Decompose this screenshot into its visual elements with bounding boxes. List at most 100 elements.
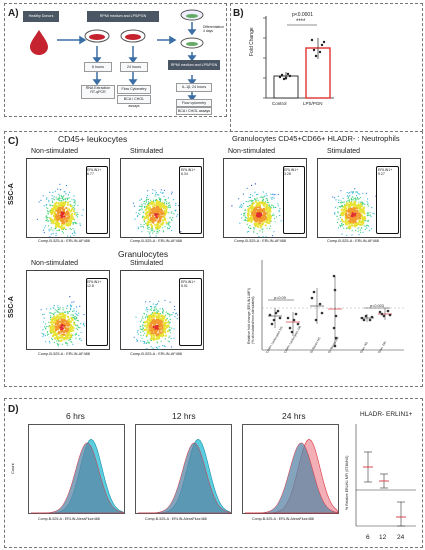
hist-xaxis-6h: Comp-B-525-A : ERLIN-AlexaFluor488: [38, 517, 100, 521]
granulocytes-title: Granulocytes: [118, 249, 169, 259]
6h-box: 6 hours: [84, 62, 112, 72]
gate-5: [86, 278, 108, 346]
stim-label-3: Stimulated: [130, 260, 164, 267]
cd45-title: CD45+ leukocytes: [58, 134, 128, 144]
count-label: Count: [10, 463, 15, 474]
gate-1-label: ERLIN1+ 6.77: [87, 168, 101, 176]
flow-density-1: [36, 183, 84, 238]
pvalue-1: p=0.09: [274, 296, 286, 300]
stim-label-1: Stimulated: [130, 148, 164, 155]
flow2-box: Flow cytometry: [176, 99, 212, 107]
gate-4-value: 9.27: [378, 172, 385, 176]
pvalue-2: p=0.003: [370, 304, 384, 308]
gate-2-value: 6.34: [181, 172, 188, 176]
gate-4-name: ERLIN1+: [378, 168, 393, 172]
panel-c: [4, 131, 423, 387]
ssc-label-2: SSC-A: [8, 296, 15, 318]
histogram-6h-curves: [31, 438, 125, 514]
gate-2: [179, 166, 202, 234]
mfi-xtick-6: 6: [366, 534, 370, 541]
xaxis-4: Comp-B-525-A : ERLIN-AF488: [327, 239, 379, 243]
gate-5-label: ERLIN1+ 12.8: [87, 280, 101, 288]
mfi-time-plot: [355, 424, 416, 527]
flow-plot-4: [317, 158, 401, 238]
flow-density-3: [231, 183, 282, 238]
gate-2-label: ERLIN1+ 6.34: [181, 168, 195, 176]
xaxis-1: Comp-B-525-A : ERLIN-AF488: [38, 239, 90, 243]
panel-d: [4, 398, 423, 548]
gate-6-value: 5.91: [181, 284, 188, 288]
stim-label-2: Stimulated: [327, 148, 361, 155]
gate-2-name: ERLIN1+: [181, 168, 196, 172]
gate-1: [86, 166, 108, 234]
diff-label: Differentiation 4 days: [203, 25, 224, 33]
rna-label: RNA Extraction: [85, 86, 111, 90]
nonstim-label-3: Non-stimulated: [31, 260, 79, 267]
panel-a: [4, 3, 227, 117]
flow-plot-5: [26, 270, 110, 350]
flow-plot-1: [26, 158, 110, 238]
bca2-box: BCA / CHOL assays: [176, 107, 212, 115]
gate-1-value: 6.77: [87, 172, 94, 176]
flask-icon: [180, 9, 204, 21]
bar-label-lps: LPS/PGN: [303, 101, 323, 106]
xaxis-3: Comp-B-525-A : ERLIN-AF488: [234, 239, 286, 243]
flow-box: Flow Cytometry: [117, 85, 151, 94]
stars-label: ****: [296, 19, 306, 25]
group-4: [328, 274, 342, 348]
gate-3-label: ERLIN1+ 3.28: [284, 168, 298, 176]
gate-4-label: ERLIN1+ 9.27: [378, 168, 392, 176]
erlin-scatter-plot: [261, 260, 404, 351]
dish-icon-1: [84, 29, 110, 43]
dish-icon-2: [120, 29, 146, 43]
hist-title-6h: 6 hrs: [66, 411, 85, 421]
gate-1-name: ERLIN1+: [87, 168, 102, 172]
histogram-12h-curves: [138, 438, 232, 514]
flow-plot-2: [120, 158, 204, 238]
gate-5-name: ERLIN1+: [87, 280, 102, 284]
scatter-ylabel: Relative fold change (ERLIN1-MFI) (% sti…: [247, 288, 255, 344]
24h-box: 24 hours: [120, 62, 148, 72]
mfi-xtick-12: 12: [379, 534, 387, 541]
point-12h: [379, 473, 389, 489]
panel-b-label: B): [233, 8, 244, 19]
group-6: [378, 308, 392, 320]
flow-density-5: [40, 296, 86, 347]
histogram-24h: [242, 424, 339, 514]
rna-box: RNA Extraction RT-qPCR: [81, 85, 115, 99]
hist-title-24h: 24 hrs: [282, 411, 306, 421]
histogram-6h: [28, 424, 125, 514]
medium2-box: RPMI medium and LPS/PGN: [168, 60, 220, 70]
group-1: [268, 308, 282, 328]
histogram-12h: [135, 424, 232, 514]
bar-label-control: Control: [272, 101, 287, 106]
point-6h: [363, 451, 373, 483]
ssc-label-1: SSC-A: [8, 183, 15, 205]
rt-label: RT-qPCR: [90, 90, 106, 94]
medium-box: RPMI medium and LPS/PGN: [87, 11, 159, 22]
gate-3: [283, 166, 305, 234]
hist-xaxis-12h: Comp-B-525-A : ERLIN-AlexaFluor488: [145, 517, 207, 521]
bar-chart: [263, 16, 334, 99]
gate-4: [376, 166, 399, 234]
gate-6-name: ERLIN1+: [181, 280, 196, 284]
flow-density-2: [132, 189, 182, 237]
cells-box: IL-1β, 24 hours: [176, 83, 212, 92]
dish-icon-3: [180, 37, 204, 49]
gate-3-name: ERLIN1+: [284, 168, 299, 172]
gate-5-value: 12.8: [87, 284, 94, 288]
granulo-neutro-title: Granulocytes CD45+CD66+ HLADR- : Neutrop…: [232, 134, 400, 143]
hist-xaxis-24h: Comp-B-525-A : ERLIN-AlexaFluor488: [252, 517, 314, 521]
pvalue-label: p<0.0001: [292, 12, 313, 18]
donor-box: Healthy Donors: [23, 11, 59, 22]
flow-density-6: [133, 299, 179, 350]
gate-6-label: ERLIN1+ 5.91: [181, 280, 195, 288]
scatter-ylabel-line2: (% stimulated/non-stimulated): [251, 296, 255, 344]
flow-arrows: [57, 22, 197, 102]
panel-d-label: D): [8, 404, 19, 415]
gate-6: [179, 278, 202, 346]
panel-a-label: A): [8, 8, 19, 19]
mfi-ylabel: % Relative ERLIN1 MFI (STIM/NS): [345, 455, 349, 510]
group-3: [310, 288, 324, 324]
group-5: [360, 314, 374, 322]
